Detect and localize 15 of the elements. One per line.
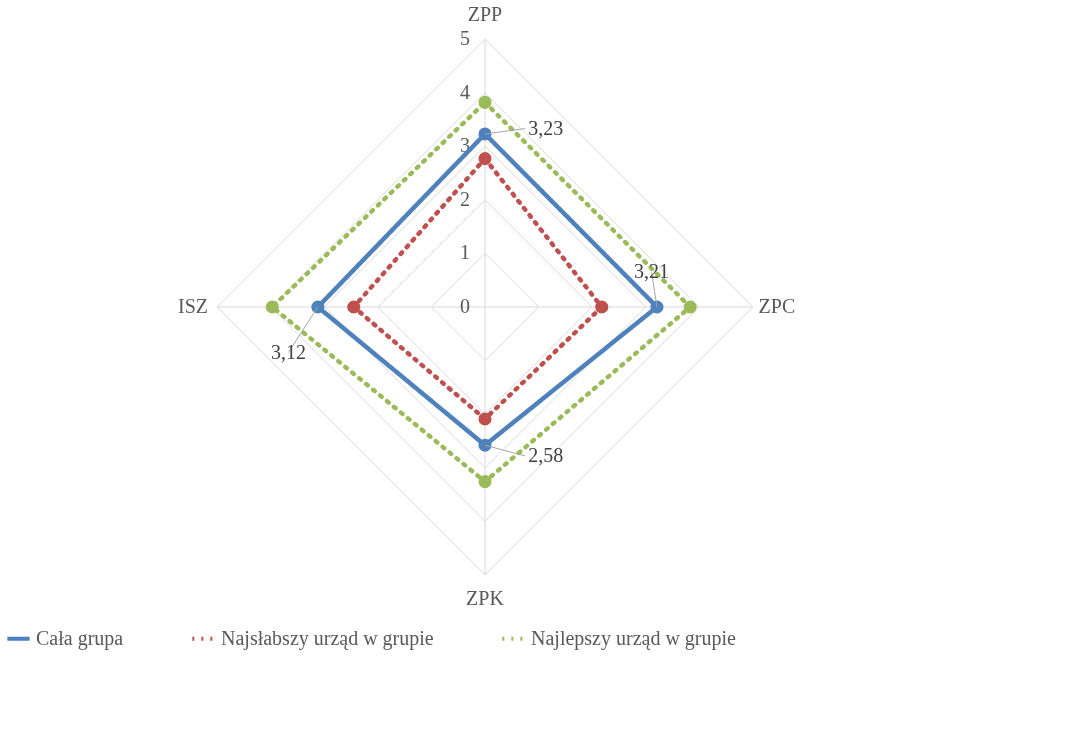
- spoke-label: ISZ: [178, 295, 209, 317]
- y-tick-label: 0: [460, 295, 470, 317]
- legend-label: Cała grupa: [36, 626, 124, 650]
- y-tick-label: 4: [460, 80, 470, 103]
- legend-label: Najsłabszy urząd w grupie: [221, 626, 434, 650]
- data-label: 3,23: [528, 116, 564, 139]
- legend-label: Najlepszy urząd w grupie: [531, 626, 737, 650]
- data-label: 2,58: [528, 443, 564, 466]
- data-label: 3,12: [270, 340, 306, 363]
- y-tick-label: 5: [460, 27, 470, 50]
- spoke-label: ZPC: [758, 295, 796, 317]
- y-tick-label: 2: [460, 187, 470, 210]
- spoke-label: ZPP: [467, 3, 503, 26]
- spoke-label: ZPK: [466, 586, 505, 609]
- y-tick-label: 1: [460, 241, 470, 264]
